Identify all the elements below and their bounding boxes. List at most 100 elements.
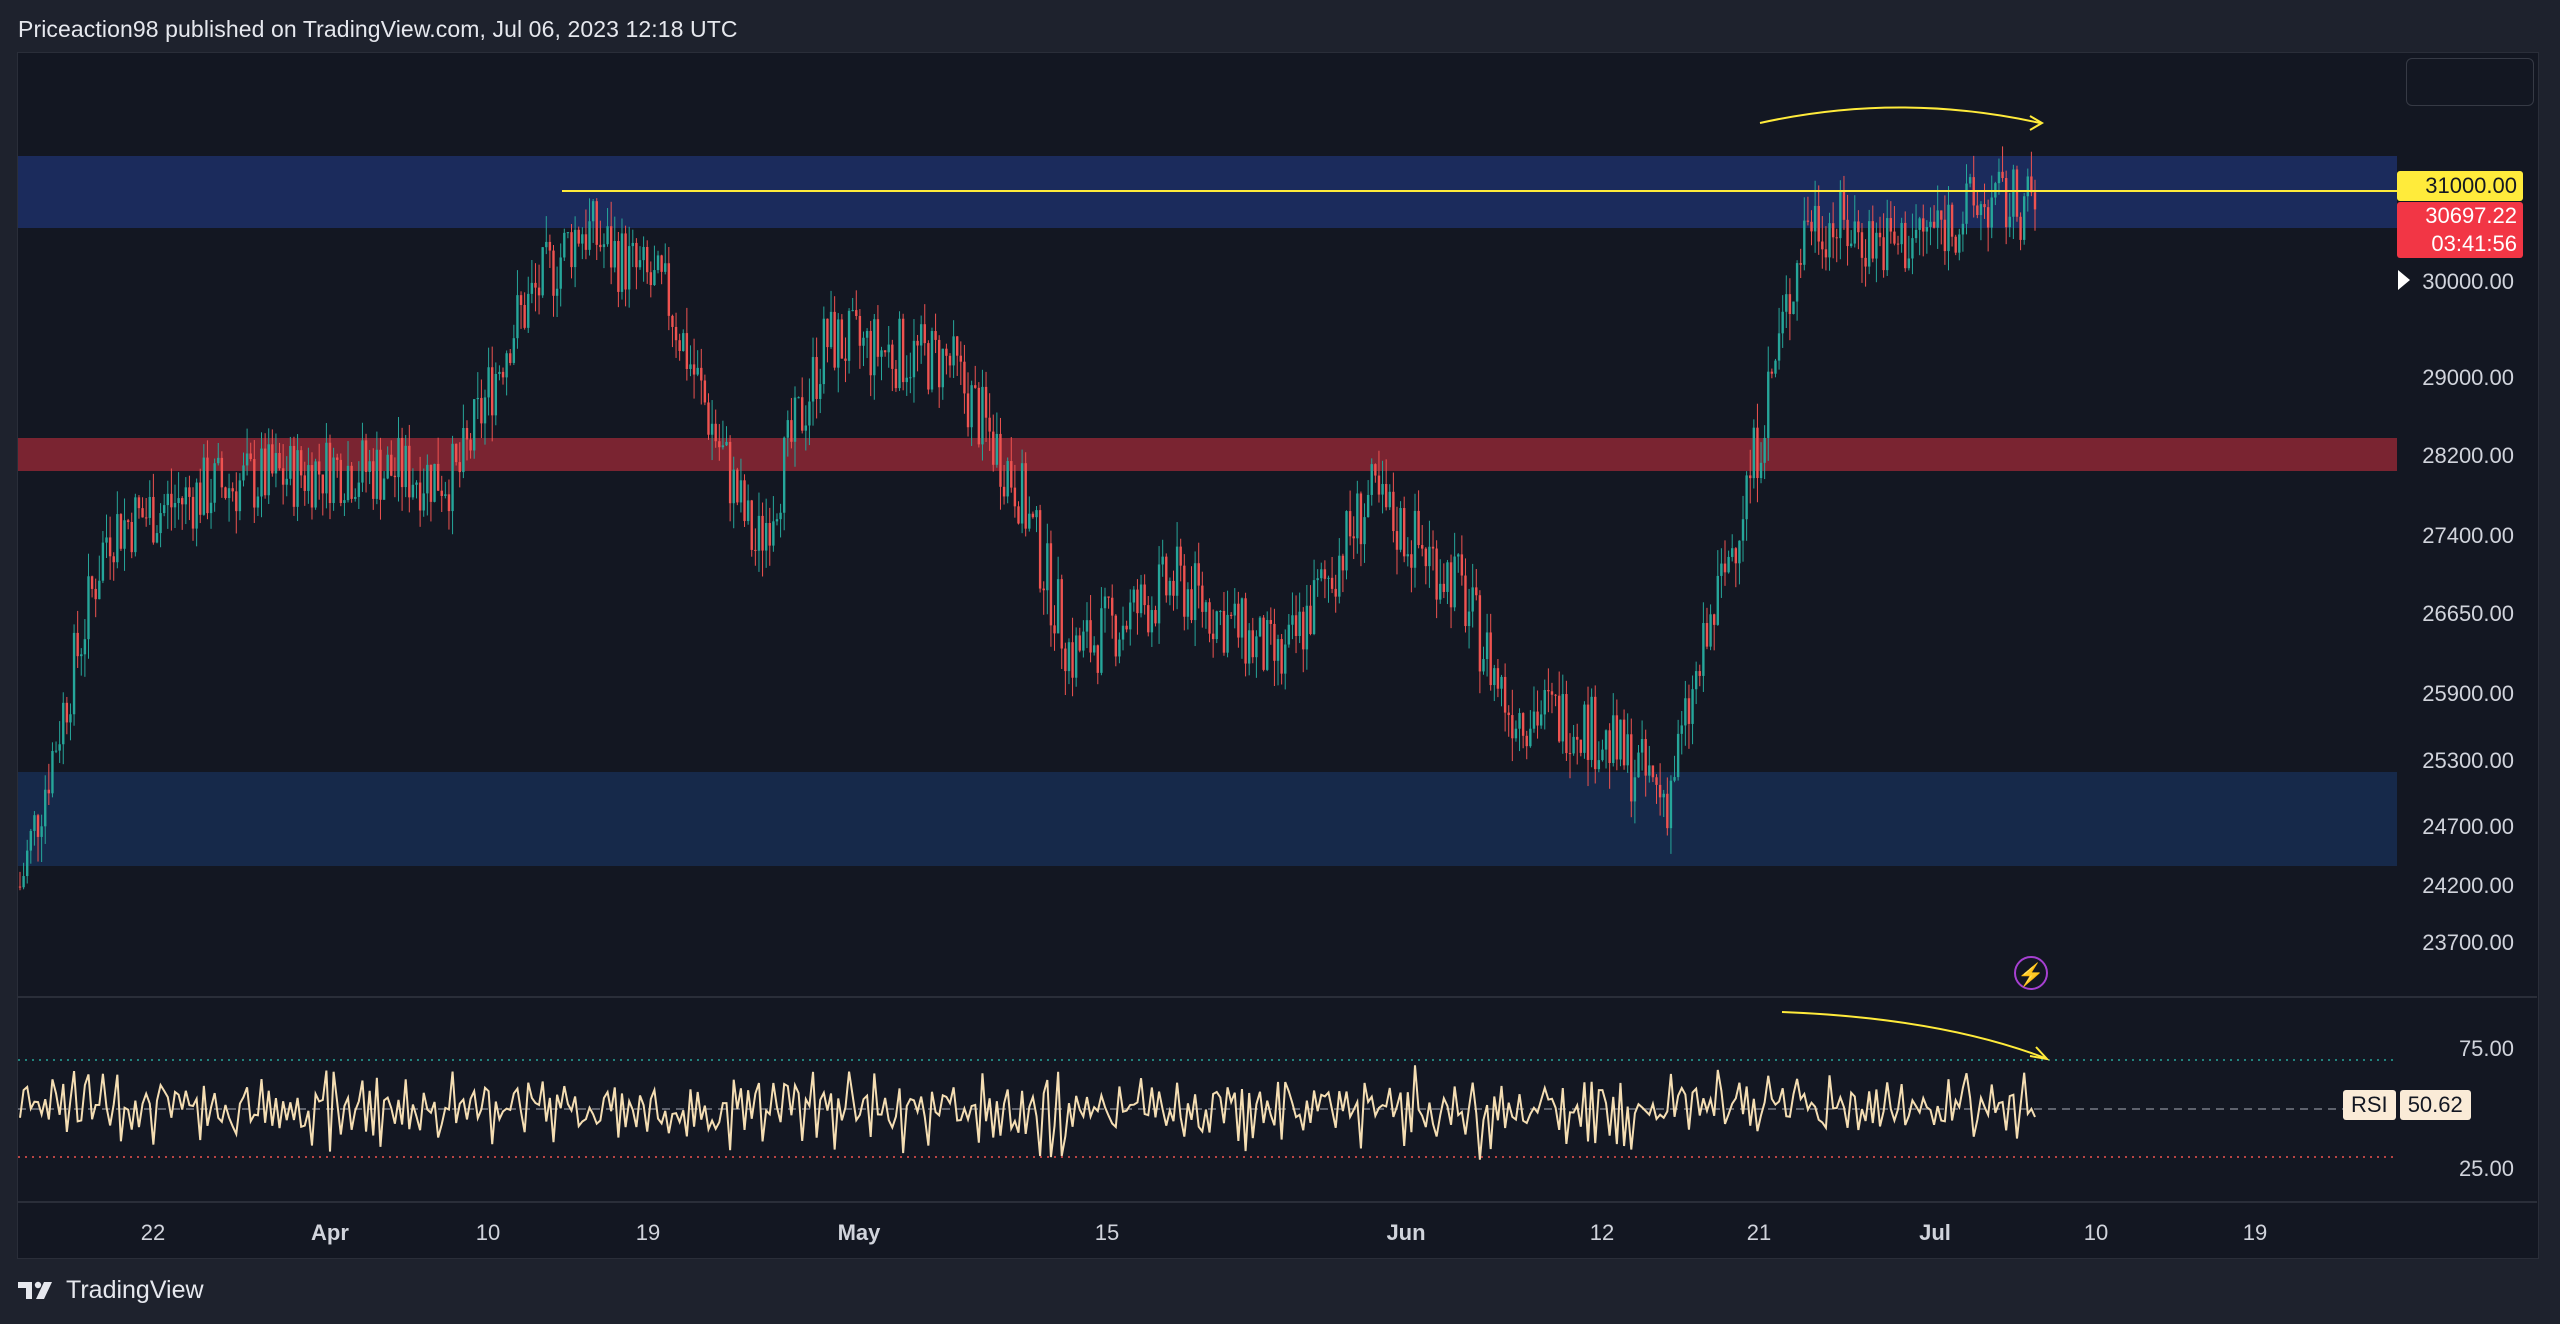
candle-body [1958,234,1961,253]
candle-body [822,318,826,385]
candle-body [1453,556,1456,608]
candle-body [1904,222,1907,269]
price-axis-label: 23700.00 [2422,930,2514,955]
candle-body [1229,614,1233,616]
candle-body [1738,540,1741,564]
candle-body [530,282,534,294]
candle-body [483,397,487,424]
candle-body [1298,611,1301,637]
candle-body [844,358,847,361]
candle-body [148,496,151,518]
candle-body [815,357,818,399]
candle-body [988,417,991,432]
candle-body [498,371,501,374]
candle-body [689,364,692,369]
price-axis-label: 29000.00 [2422,365,2514,390]
brand-name[interactable]: TradingView [66,1275,204,1304]
candle-body [1990,197,1993,228]
candle-body [613,241,616,268]
candle-body [2030,176,2033,193]
candle-body [746,500,750,522]
candle-body [314,461,317,508]
candle-body [1723,563,1727,573]
candle-body [1503,676,1507,713]
candle-body [76,632,79,657]
lightning-icon[interactable]: ⚡ [2014,956,2048,990]
candle-body [1258,617,1262,637]
candle-body [491,367,494,416]
candle-body [1399,508,1402,550]
candle-body [364,440,368,472]
candle-body [1612,715,1615,764]
candle-body [26,850,29,877]
candle-body [1370,464,1373,495]
candle-body [1806,220,1810,222]
candle-body [999,433,1002,487]
candle-body [332,457,335,504]
candle-body [1979,204,1983,216]
candle-body [1763,437,1766,463]
candle-body [887,344,890,353]
candle-body [1777,333,1781,361]
candle-body [609,226,613,268]
arrowhead-icon [2029,1046,2050,1061]
candle-body [173,503,177,508]
candle-body [545,241,548,248]
candle-body [1615,715,1619,760]
candle-body [1302,611,1305,650]
candle-body [1291,615,1294,625]
candle-body [249,453,252,460]
chart-toolbar-button[interactable] [2406,58,2534,106]
candle-body [1165,556,1168,596]
candle-body [47,789,51,794]
candle-body [1604,730,1608,750]
candle-body [1543,690,1546,715]
candle-body [840,319,844,359]
candle-body [1381,483,1384,495]
candle-body [1143,584,1146,606]
demand-zone [18,772,2397,866]
candle-body [1251,630,1254,658]
candle-body [891,344,894,369]
candle-body [1273,623,1276,661]
candle-body [1374,464,1377,476]
candle-body [1817,205,1820,242]
candle-body [1121,625,1125,640]
candle-body [606,226,609,245]
candle-body [570,232,573,268]
price-axis-label: 26650.00 [2422,601,2514,626]
candle-body [527,293,530,328]
candle-body [310,465,314,508]
candle-body [1731,548,1734,557]
candle-body [1968,177,1972,184]
candle-body [224,487,227,499]
candle-body [1875,232,1878,259]
candle-body [267,444,270,496]
candle-body [1215,611,1218,640]
candle-body [144,517,148,519]
candle-body [83,639,87,655]
candle-body [595,201,598,245]
candle-body [534,282,537,288]
candle-body [1327,577,1330,579]
candle-body [1395,531,1399,550]
candle-body [1727,556,1730,573]
candle-body [227,488,231,499]
candle-body [346,465,350,501]
candle-body [1886,218,1889,271]
candle-body [635,242,638,268]
resistance-band [18,438,2397,471]
candle-body [948,355,952,366]
candle-body [707,402,710,435]
candle-body [1860,232,1864,258]
candle-body [804,425,808,431]
candle-body [29,830,33,851]
candle-body [1756,427,1759,479]
price-divergence-arrow [1759,106,2041,124]
candle-body [393,475,397,478]
time-axis-label: 15 [1095,1220,1119,1245]
candle-body [1287,624,1291,645]
candle-body [1266,620,1269,670]
candle-body [649,272,653,286]
